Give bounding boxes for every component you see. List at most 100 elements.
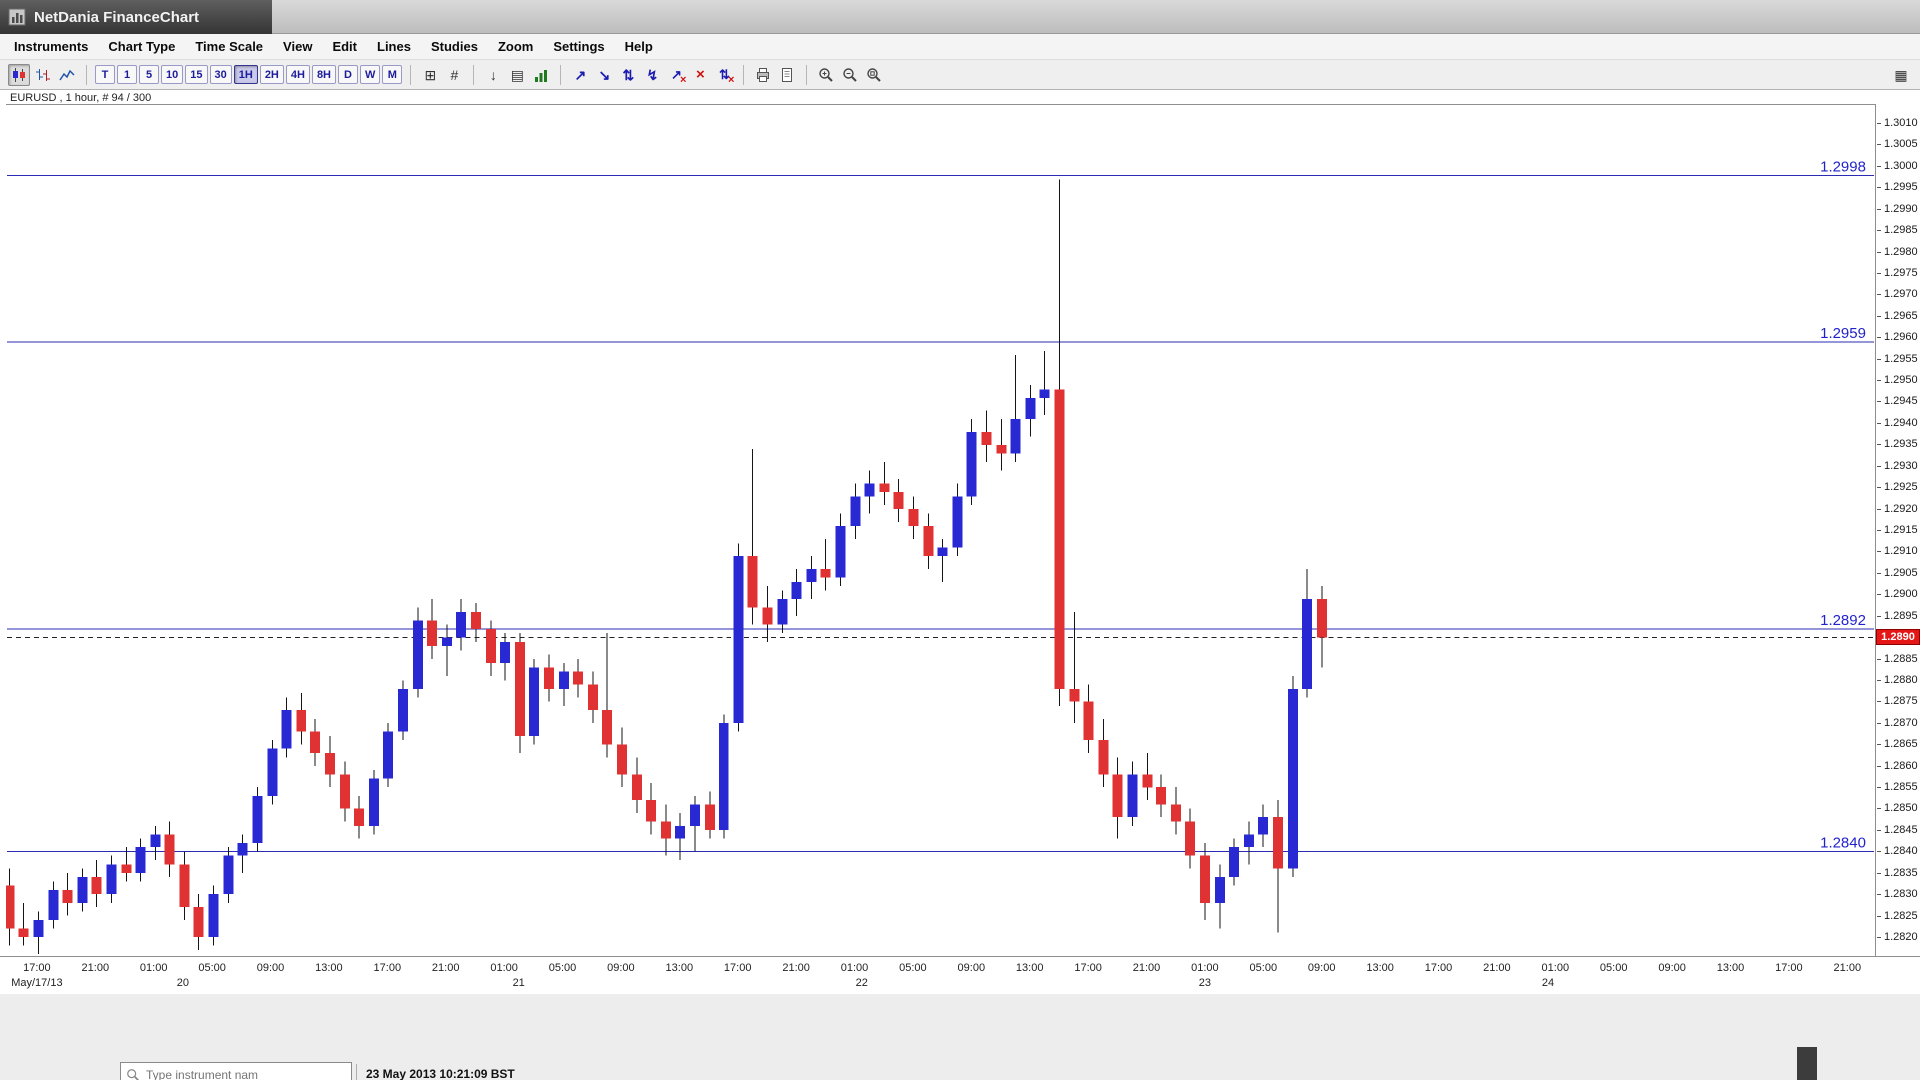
timescale-30-button[interactable]: 30	[209, 65, 232, 84]
clock-timestamp: 23 May 2013 10:21:09 BST	[366, 1067, 515, 1080]
menu-settings[interactable]: Settings	[553, 39, 605, 54]
y-axis-tick: 1.2875	[1876, 695, 1920, 707]
trend-channel-button[interactable]: ⇅	[617, 64, 639, 86]
delete-all-lines-button[interactable]: ×	[689, 64, 711, 86]
svg-text:1.2892: 1.2892	[1820, 612, 1866, 629]
candlestick-chart-button[interactable]	[8, 63, 30, 86]
x-axis-time-label: 17:00	[1074, 962, 1102, 974]
timescale-m-button[interactable]: M	[382, 65, 403, 84]
timescale-1h-button[interactable]: 1H	[233, 65, 258, 84]
x-axis-time-label: 05:00	[1249, 962, 1278, 974]
zoom-out-icon	[843, 67, 858, 82]
timescale-15-button[interactable]: 15	[185, 65, 208, 84]
x-axis-time-label: 21:00	[1132, 962, 1161, 974]
print-preview-button[interactable]	[776, 64, 798, 86]
delete-all-lines-icon: ×	[696, 66, 705, 83]
timescale-d-button[interactable]: D	[338, 65, 358, 84]
menu-help[interactable]: Help	[624, 39, 653, 54]
menu-lines[interactable]: Lines	[377, 39, 411, 54]
menu-view[interactable]: View	[283, 39, 313, 54]
x-axis-time-label: 01:00	[139, 962, 168, 974]
candlestick-chart[interactable]: 1.2998 1.2959 1.2892 1.2840	[6, 104, 1875, 955]
x-axis-time-label: 13:00	[315, 962, 343, 974]
y-axis-tick: 1.2845	[1876, 824, 1920, 836]
volume-histogram-icon	[535, 69, 548, 82]
timescale-2h-button[interactable]: 2H	[259, 65, 284, 84]
y-axis-tick: 1.2995	[1876, 181, 1920, 193]
delete-studies-button[interactable]: ⇅ ×	[713, 64, 735, 86]
instrument-search-box[interactable]	[120, 1062, 352, 1080]
timescale-10-button[interactable]: 10	[161, 65, 184, 84]
menu-instruments[interactable]: Instruments	[14, 39, 89, 54]
lightning-line-button[interactable]: ↯	[641, 64, 663, 86]
y-axis-tick: 1.2960	[1876, 331, 1920, 343]
toolbar-separator	[410, 64, 412, 85]
zoom-out-button[interactable]	[839, 64, 861, 86]
y-axis-tick: 1.2915	[1876, 524, 1920, 536]
toolbar-separator	[560, 64, 562, 85]
ohlc-bar-chart-button[interactable]	[32, 64, 54, 86]
delete-line-button[interactable]: ↗ ×	[665, 64, 687, 86]
crosshair-button[interactable]: ↓	[482, 64, 504, 86]
y-axis-tick: 1.2895	[1876, 610, 1920, 622]
x-axis-date-label: May/17/13	[11, 977, 63, 989]
x-axis-date-label: 23	[1198, 977, 1212, 989]
trend-line-down-button[interactable]: ↘	[593, 64, 615, 86]
x-axis-date-label: 22	[855, 977, 868, 989]
grid-layout-button[interactable]: ⊞	[419, 64, 441, 86]
x-axis-time-label: 21:00	[1833, 962, 1862, 974]
timescale-t-button[interactable]: T	[95, 65, 115, 84]
svg-text:1.2840: 1.2840	[1820, 834, 1866, 851]
instrument-search-input[interactable]	[144, 1067, 346, 1080]
app-icon	[8, 8, 26, 26]
x-axis-time-label: 13:00	[1366, 962, 1394, 974]
line-chart-button[interactable]	[56, 64, 78, 86]
menubar: Instruments Chart Type Time Scale View Edit L…	[0, 34, 1920, 60]
x-axis-time-label: 21:00	[1483, 962, 1511, 974]
x-axis[interactable]: 17:00 21:00 01:00 05:00 09:00 13:00 17:00 21:00…	[0, 956, 1920, 994]
volume-histogram-button[interactable]	[530, 64, 552, 86]
timescale-5-button[interactable]: 5	[139, 65, 159, 84]
y-axis-tick: 1.2925	[1876, 481, 1920, 493]
x-axis-time-label: 17:00	[1424, 962, 1453, 974]
trend-line-up-button[interactable]: ↗	[569, 64, 591, 86]
x-axis-time-label: 05:00	[899, 962, 927, 974]
window-title: NetDania FinanceChart	[34, 8, 200, 26]
trend-line-up-icon: ↗	[574, 66, 587, 83]
timescale-8h-button[interactable]: 8H	[311, 65, 336, 84]
x-axis-time-label: 01:00	[840, 962, 869, 974]
menu-chart-type[interactable]: Chart Type	[108, 39, 176, 54]
menu-edit[interactable]: Edit	[332, 39, 357, 54]
toolbar-separator	[473, 64, 475, 85]
y-axis-tick: 1.3010	[1876, 117, 1920, 129]
instrument-label: EURUSD , 1 hour, # 94 / 300	[10, 92, 152, 104]
y-axis-tick: 1.2935	[1876, 438, 1920, 450]
timescale-4h-button[interactable]: 4H	[285, 65, 310, 84]
data-box-button[interactable]: ▤	[506, 64, 528, 86]
x-axis-time-label: 05:00	[198, 962, 226, 974]
y-axis-tick: 1.2930	[1876, 460, 1920, 472]
menu-zoom[interactable]: Zoom	[497, 39, 534, 54]
print-button[interactable]	[752, 64, 774, 86]
x-axis-time-label: 09:00	[1307, 962, 1336, 974]
zoom-in-button[interactable]	[815, 64, 837, 86]
zoom-reset-button[interactable]	[863, 64, 885, 86]
menu-time-scale[interactable]: Time Scale	[195, 39, 264, 54]
y-axis-tick: 1.2840	[1876, 845, 1920, 857]
y-axis-tick: 1.2880	[1876, 674, 1920, 686]
timescale-w-button[interactable]: W	[360, 65, 381, 84]
trend-line-down-icon: ↘	[598, 66, 611, 83]
x-axis-time-label: 17:00	[723, 962, 752, 974]
y-axis-tick: 1.2820	[1876, 931, 1920, 943]
y-axis[interactable]: 1.3010 1.3005 1.3000 1.2995 1.2990 1.2985 1.29…	[1875, 104, 1920, 956]
menu-studies[interactable]: Studies	[430, 39, 478, 54]
x-axis-time-label: 01:00	[490, 962, 518, 974]
side-panel-button[interactable]: ▦	[1890, 64, 1912, 86]
x-axis-time-label: 13:00	[1716, 962, 1745, 974]
timescale-1-button[interactable]: 1	[117, 65, 137, 84]
toolbar-separator	[86, 64, 87, 85]
chart-area: EURUSD , 1 hour, # 94 / 300 1.2998 1.2959…	[0, 90, 1920, 994]
y-axis-tick: 1.2980	[1876, 246, 1920, 258]
y-axis-tick: 1.2905	[1876, 567, 1920, 579]
hash-button[interactable]: #	[443, 64, 465, 86]
